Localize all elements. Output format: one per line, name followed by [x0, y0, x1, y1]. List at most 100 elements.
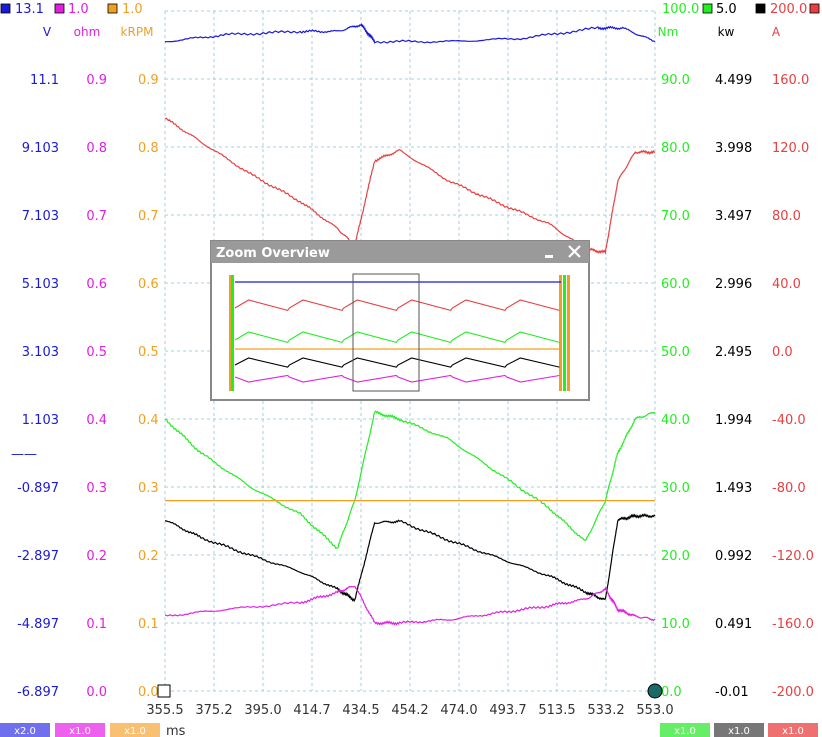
axis-tick-label: 1.493: [715, 481, 752, 496]
axis-tick-label: -120.0: [772, 549, 814, 564]
zoom-series-line: [234, 357, 560, 368]
axis-tick-label: 10.0: [661, 617, 690, 632]
axis-tick-label: 0.491: [715, 617, 752, 632]
zoom-overview-window[interactable]: Zoom Overview: [210, 240, 590, 401]
axis-color-swatch[interactable]: [107, 3, 118, 14]
x-tick-label: 355.5: [146, 703, 183, 718]
axis-tick-label: -4.897: [17, 617, 59, 632]
axis-tick-label: 40.0: [661, 413, 690, 428]
zoom-plot-area: [229, 275, 571, 391]
end-cursor-handle[interactable]: [647, 683, 663, 699]
axis-color-swatch[interactable]: [702, 3, 713, 14]
axis-tick-label: 0.5: [86, 345, 107, 360]
axis-color-swatch[interactable]: [54, 3, 65, 14]
axis-tick-label: 3.497: [715, 209, 752, 224]
scale-button[interactable]: [55, 723, 105, 737]
axis-tick-label: -40.0: [772, 413, 806, 428]
axis-tick-label: -2.897: [17, 549, 59, 564]
zoom-series-line: [234, 299, 560, 312]
axis-tick-label: 0.2: [138, 549, 159, 564]
axis-tick-label: 0.7: [138, 209, 159, 224]
axis-tick-label: 160.0: [772, 73, 809, 88]
close-icon[interactable]: [568, 245, 581, 258]
axis-tick-label: -160.0: [772, 617, 814, 632]
axis-tick-label: 5.103: [22, 277, 59, 292]
axis-tick-label: 0.0: [86, 685, 107, 700]
minimize-icon[interactable]: [545, 255, 553, 258]
scale-button-label: x1.0: [728, 726, 750, 737]
x-tick-label: 474.0: [440, 703, 477, 718]
scale-button-label: x1.0: [69, 726, 91, 737]
axis-tick-label: 70.0: [661, 209, 690, 224]
axis-tick-label: 50.0: [661, 345, 690, 360]
zoom-edge-bar: [563, 275, 566, 391]
zoom-title-bar: [211, 241, 589, 263]
axis-tick-label: 0.4: [86, 413, 107, 428]
scale-button[interactable]: [660, 723, 710, 737]
axis-unit-label: kw: [718, 25, 735, 39]
x-tick-label: 454.2: [391, 703, 428, 718]
axis-tick-label: -0.897: [17, 481, 59, 496]
axis-tick-label: -200.0: [772, 685, 814, 700]
axis-tick-label: 30.0: [661, 481, 690, 496]
axis-tick-label: 0.0: [661, 685, 682, 700]
axis-tick-label: 0.4: [138, 413, 159, 428]
axis-unit-label: V: [43, 25, 52, 39]
axis-tick-label: 0.9: [138, 73, 159, 88]
zoom-series-line: [234, 374, 560, 383]
axis-tick-label: 0.6: [138, 277, 159, 292]
series-line-V: [164, 23, 656, 44]
axis-tick-label: 0.5: [138, 345, 159, 360]
axis-tick-label: 40.0: [772, 277, 801, 292]
axis-tick-label: 0.9: [86, 73, 107, 88]
axis-max-label: 100.0: [662, 2, 699, 17]
axis-color-swatch[interactable]: [809, 3, 820, 14]
zoom-viewport-box[interactable]: [352, 273, 420, 392]
axis-max-label: 13.1: [15, 2, 44, 17]
axis-tick-label: 80.0: [661, 141, 690, 156]
axis-tick-label: 2.996: [715, 277, 752, 292]
axis-tick-label: 0.3: [86, 481, 107, 496]
start-cursor-handle[interactable]: [157, 684, 171, 698]
axis-color-swatch[interactable]: [0, 3, 11, 14]
axis-max-label: 200.0: [770, 2, 807, 17]
axis-tick-label: 4.499: [715, 73, 752, 88]
x-tick-label: 553.0: [636, 703, 673, 718]
axis-tick-label: 3.103: [22, 345, 59, 360]
zoom-title: Zoom Overview: [216, 246, 330, 261]
axis-tick-label: 0.0: [772, 345, 793, 360]
axis-color-swatch[interactable]: [755, 3, 766, 14]
axis-tick-label: 11.1: [30, 73, 59, 88]
zoom-edge-bar: [231, 275, 234, 391]
axis-tick-label: 2.495: [715, 345, 752, 360]
axis-unit-label: Nm: [658, 25, 679, 39]
axis-tick-label: 0.8: [86, 141, 107, 156]
series-line-ohm: [164, 585, 655, 626]
x-unit-label: ms: [166, 724, 186, 737]
legend-marker: ——: [11, 447, 37, 462]
zoom-edge-bar: [229, 275, 232, 391]
axis-max-label: 5.0: [716, 2, 737, 17]
axis-tick-label: -80.0: [772, 481, 806, 496]
axis-unit-label: kRPM: [121, 25, 154, 39]
x-tick-label: 533.2: [587, 703, 624, 718]
scale-button[interactable]: [0, 723, 50, 737]
scale-button[interactable]: [110, 723, 160, 737]
scale-button-label: x1.0: [674, 726, 696, 737]
axis-max-label: 1.0: [122, 2, 143, 17]
x-tick-label: 493.7: [489, 703, 526, 718]
axis-tick-label: 0.2: [86, 549, 107, 564]
zoom-edge-bar: [567, 275, 570, 391]
scale-button[interactable]: [714, 723, 764, 737]
axis-tick-label: 120.0: [772, 141, 809, 156]
zoom-series-line: [234, 331, 560, 344]
axis-tick-label: 20.0: [661, 549, 690, 564]
scale-button-label: x2.0: [14, 726, 36, 737]
axis-tick-label: 0.3: [138, 481, 159, 496]
axis-tick-label: 3.998: [715, 141, 752, 156]
scale-button[interactable]: [768, 723, 818, 737]
x-tick-label: 434.5: [342, 703, 379, 718]
axis-tick-label: 1.994: [715, 413, 752, 428]
axis-unit-label: ohm: [74, 25, 101, 39]
